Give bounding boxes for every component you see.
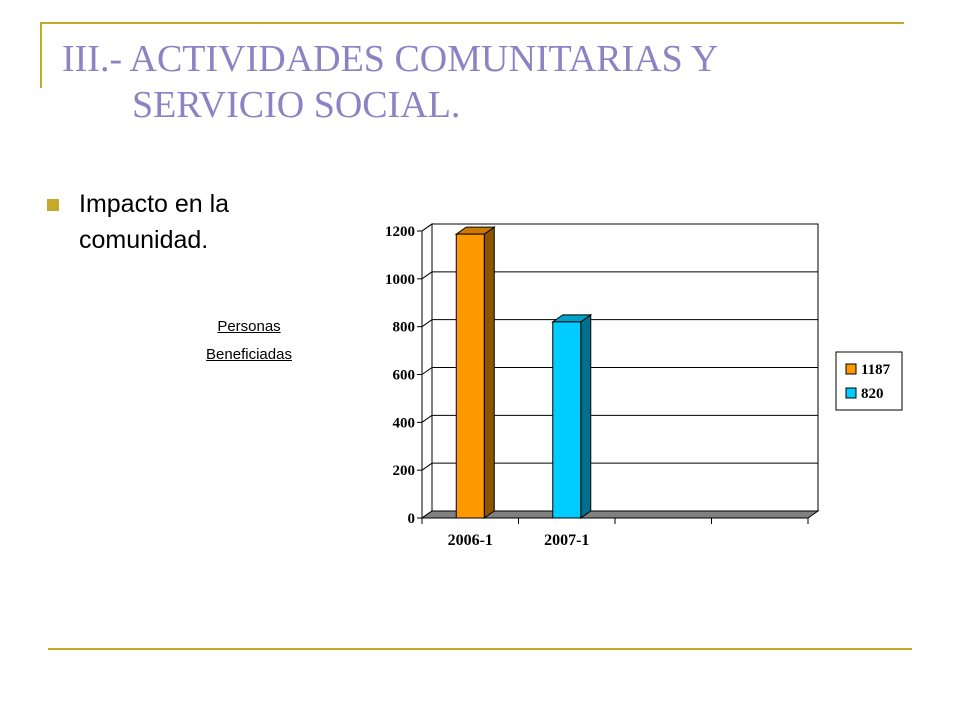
- gridline: [421, 223, 433, 232]
- y-tick-label: 800: [393, 320, 416, 336]
- legend-swatch: [845, 387, 857, 399]
- slide-title: III.- ACTIVIDADES COMUNITARIAS Y SERVICI…: [62, 36, 718, 128]
- bar: [455, 233, 485, 519]
- x-tick-label: 2007-1: [544, 532, 589, 549]
- bullet-text: Impacto en la comunidad.: [79, 190, 230, 254]
- y-tick-label: 1200: [385, 224, 415, 240]
- slide-title-line-1: III.- ACTIVIDADES COMUNITARIAS Y: [62, 38, 719, 80]
- gridline: [421, 367, 433, 375]
- left-accent-rule: [40, 22, 42, 88]
- y-tick-label: 0: [408, 511, 416, 527]
- bar-side: [580, 313, 592, 519]
- slide-title-line-2: SERVICIO SOCIAL.: [132, 84, 461, 126]
- square-bullet-icon: [47, 199, 59, 211]
- gridline: [421, 271, 433, 280]
- legend-label: 820: [861, 386, 884, 402]
- legend-box: [835, 351, 903, 411]
- chart-caption: Personas Beneficiadas: [186, 313, 312, 369]
- plot-floor: [420, 510, 820, 519]
- bar: [552, 321, 582, 519]
- bottom-accent-rule: [48, 648, 912, 650]
- y-tick-label: 1000: [385, 272, 415, 288]
- gridline: [421, 319, 433, 328]
- legend-swatch: [845, 363, 857, 375]
- chart-caption-line-2: Beneficiadas: [206, 346, 292, 363]
- gridline: [421, 462, 433, 471]
- y-tick-label: 400: [393, 415, 416, 431]
- bar-side: [483, 226, 495, 519]
- x-tick-label: 2006-1: [448, 532, 493, 549]
- legend-label: 1187: [861, 362, 891, 378]
- gridline: [421, 414, 433, 423]
- chart-caption-line-1: Personas: [217, 318, 281, 335]
- top-accent-rule: [40, 22, 904, 24]
- y-tick-label: 600: [393, 368, 416, 384]
- y-tick-label: 200: [393, 463, 416, 479]
